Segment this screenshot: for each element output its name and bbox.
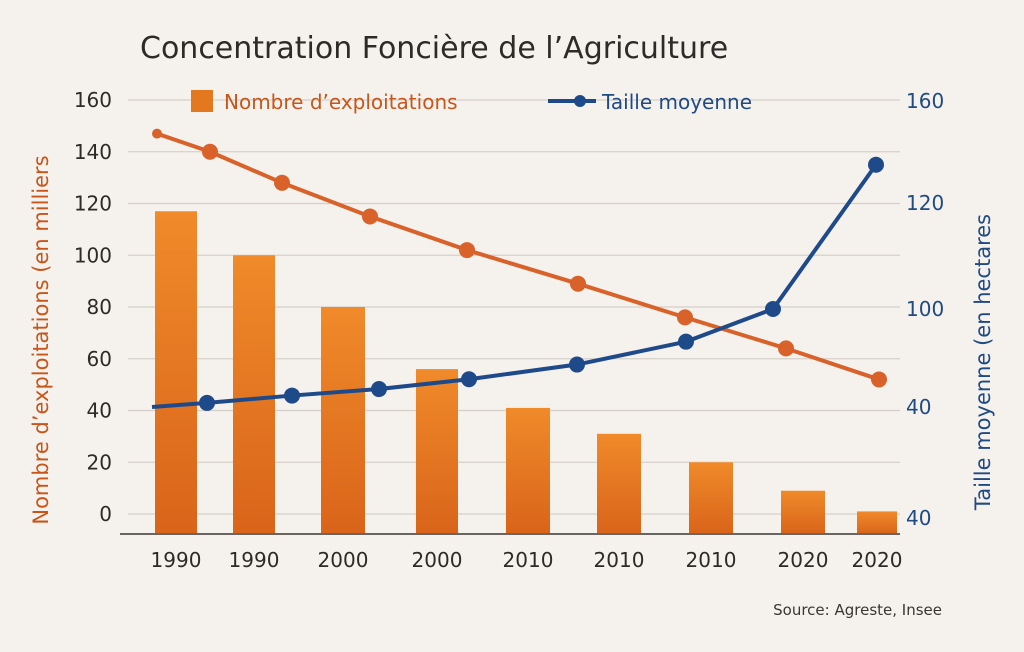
bar	[689, 462, 733, 534]
right-tick-label: 40	[906, 506, 931, 530]
left-tick-label: 80	[87, 295, 112, 319]
right-axis-ticks: 160 120 100 40 40	[906, 89, 944, 530]
right-axis-title: Taille moyenne (en hectares	[971, 214, 995, 511]
x-tick-label: 2000	[318, 548, 369, 572]
orange-line-point	[459, 242, 475, 259]
left-axis-ticks: 160 140 120 100 80 60 40 20 0	[74, 88, 112, 526]
x-tick-label: 2000	[412, 548, 463, 572]
legend-bar-swatch	[191, 90, 213, 112]
blue-line-point	[284, 387, 300, 404]
bar	[233, 255, 275, 534]
x-tick-label: 2010	[686, 548, 737, 572]
blue-line-point	[461, 371, 477, 388]
legend-bar-label: Nombre d’exploitations	[224, 90, 458, 114]
left-tick-label: 140	[74, 140, 112, 164]
source-note: Source: Agreste, Insee	[773, 601, 942, 619]
bar	[597, 433, 641, 534]
bar	[781, 490, 825, 534]
left-tick-label: 160	[74, 88, 112, 112]
left-tick-label: 60	[87, 347, 112, 371]
blue-line-point	[765, 301, 781, 317]
blue-line-series	[151, 156, 884, 411]
blue-line-point	[868, 156, 884, 173]
bar	[321, 307, 365, 534]
blue-line-point	[678, 333, 694, 350]
left-tick-label: 0	[99, 502, 112, 526]
right-tick-label: 160	[906, 89, 944, 113]
left-tick-label: 20	[87, 450, 112, 474]
orange-line-point	[202, 143, 218, 160]
blue-line-point	[199, 394, 215, 411]
left-axis-title: Nombre d’exploitations (en milliers	[29, 155, 53, 524]
left-tick-label: 40	[87, 399, 112, 423]
blue-line-point	[371, 381, 387, 398]
x-tick-label: 2010	[503, 548, 554, 572]
blue-line-point	[569, 356, 585, 373]
bar-series	[155, 211, 897, 534]
orange-line-series	[152, 128, 887, 388]
x-tick-label: 1990	[229, 548, 280, 572]
orange-line-point	[274, 174, 290, 191]
bar	[506, 407, 550, 534]
x-tick-label: 2010	[594, 548, 645, 572]
orange-line-point	[362, 208, 378, 225]
bar	[155, 211, 197, 534]
bar	[857, 511, 897, 534]
x-tick-label: 1990	[151, 548, 202, 572]
orange-line-point	[871, 371, 887, 388]
orange-line-point	[677, 309, 693, 326]
orange-line-point	[570, 275, 586, 292]
x-axis-ticks: 1990 1990 2000 2000 2010 2010 2010 2020 2020	[151, 548, 903, 572]
right-tick-label: 120	[906, 191, 944, 215]
x-tick-label: 2020	[852, 548, 903, 572]
x-tick-label: 2020	[778, 548, 829, 572]
chart-title: Concentration Foncière de l’Agriculture	[140, 31, 728, 66]
legend-line-label: Taille moyenne	[601, 90, 752, 114]
right-tick-label: 100	[906, 297, 944, 321]
legend: Nombre d’exploitations Taille moyenne	[191, 90, 752, 114]
left-tick-label: 100	[74, 243, 112, 267]
orange-line-point	[778, 340, 794, 357]
bar	[416, 369, 458, 534]
left-tick-label: 120	[74, 192, 112, 216]
orange-line-point	[152, 128, 162, 139]
legend-line-marker	[574, 95, 586, 107]
right-tick-label: 40	[906, 395, 931, 419]
